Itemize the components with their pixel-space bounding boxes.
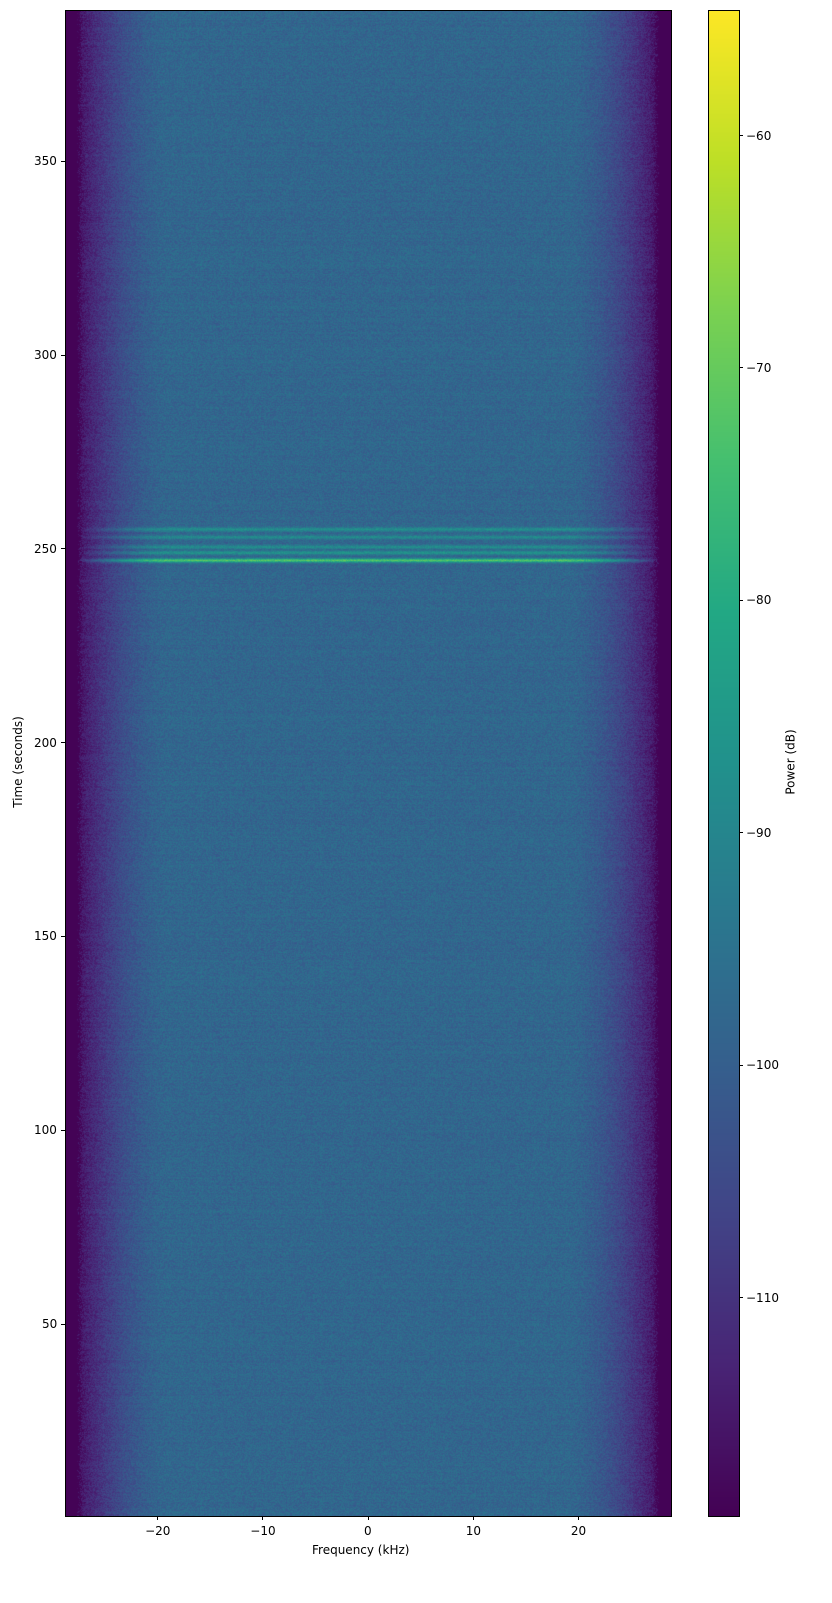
x-axis-label: Frequency (kHz): [312, 1543, 410, 1557]
colorbar: [708, 10, 739, 1516]
x-tick-mark: [577, 1516, 579, 1520]
colorbar-tick-label: −110: [746, 1290, 779, 1305]
colorbar-label: Power (dB): [783, 729, 798, 795]
x-tick-label: 0: [364, 1524, 372, 1538]
x-tick-mark: [472, 1516, 474, 1520]
x-tick-mark: [262, 1516, 264, 1520]
y-tick-mark: [61, 1323, 65, 1325]
y-tick-label: 200: [34, 735, 57, 750]
x-tick-label: 20: [570, 1524, 587, 1538]
x-tick-label: −10: [250, 1524, 276, 1538]
y-tick-label: 50: [42, 1317, 58, 1332]
colorbar-tick-label: −60: [746, 128, 772, 143]
x-tick-mark: [157, 1516, 159, 1520]
colorbar-tick-mark: [739, 135, 743, 136]
colorbar-tick-mark: [739, 1297, 743, 1299]
colorbar-tick-mark: [739, 599, 743, 601]
y-axis-label: Time (seconds): [10, 716, 25, 808]
y-tick-mark: [61, 935, 65, 937]
y-tick-mark: [61, 160, 65, 162]
y-tick-label: 250: [34, 541, 57, 556]
y-tick-mark: [61, 1129, 65, 1131]
y-tick-mark: [61, 742, 65, 744]
spectrogram-heatmap: [65, 10, 671, 1516]
x-tick-mark: [367, 1516, 369, 1520]
spectrogram-plot-area: [65, 10, 671, 1516]
y-tick-label: 300: [34, 348, 57, 362]
y-tick-label: 350: [34, 154, 57, 169]
y-tick-label: 100: [34, 1123, 57, 1138]
colorbar-tick-mark: [739, 1064, 743, 1066]
colorbar-tick-mark: [739, 367, 743, 369]
y-tick-mark: [61, 354, 65, 356]
y-tick-label: 150: [34, 929, 57, 944]
colorbar-tick-label: −70: [746, 360, 772, 375]
x-tick-label: −20: [145, 1524, 171, 1538]
y-tick-mark: [61, 548, 65, 550]
x-tick-label: 10: [465, 1524, 481, 1538]
colorbar-tick-label: −100: [746, 1058, 779, 1073]
colorbar-tick-mark: [739, 832, 743, 834]
colorbar-tick-label: −90: [746, 825, 772, 840]
colorbar-tick-label: −80: [746, 593, 772, 608]
